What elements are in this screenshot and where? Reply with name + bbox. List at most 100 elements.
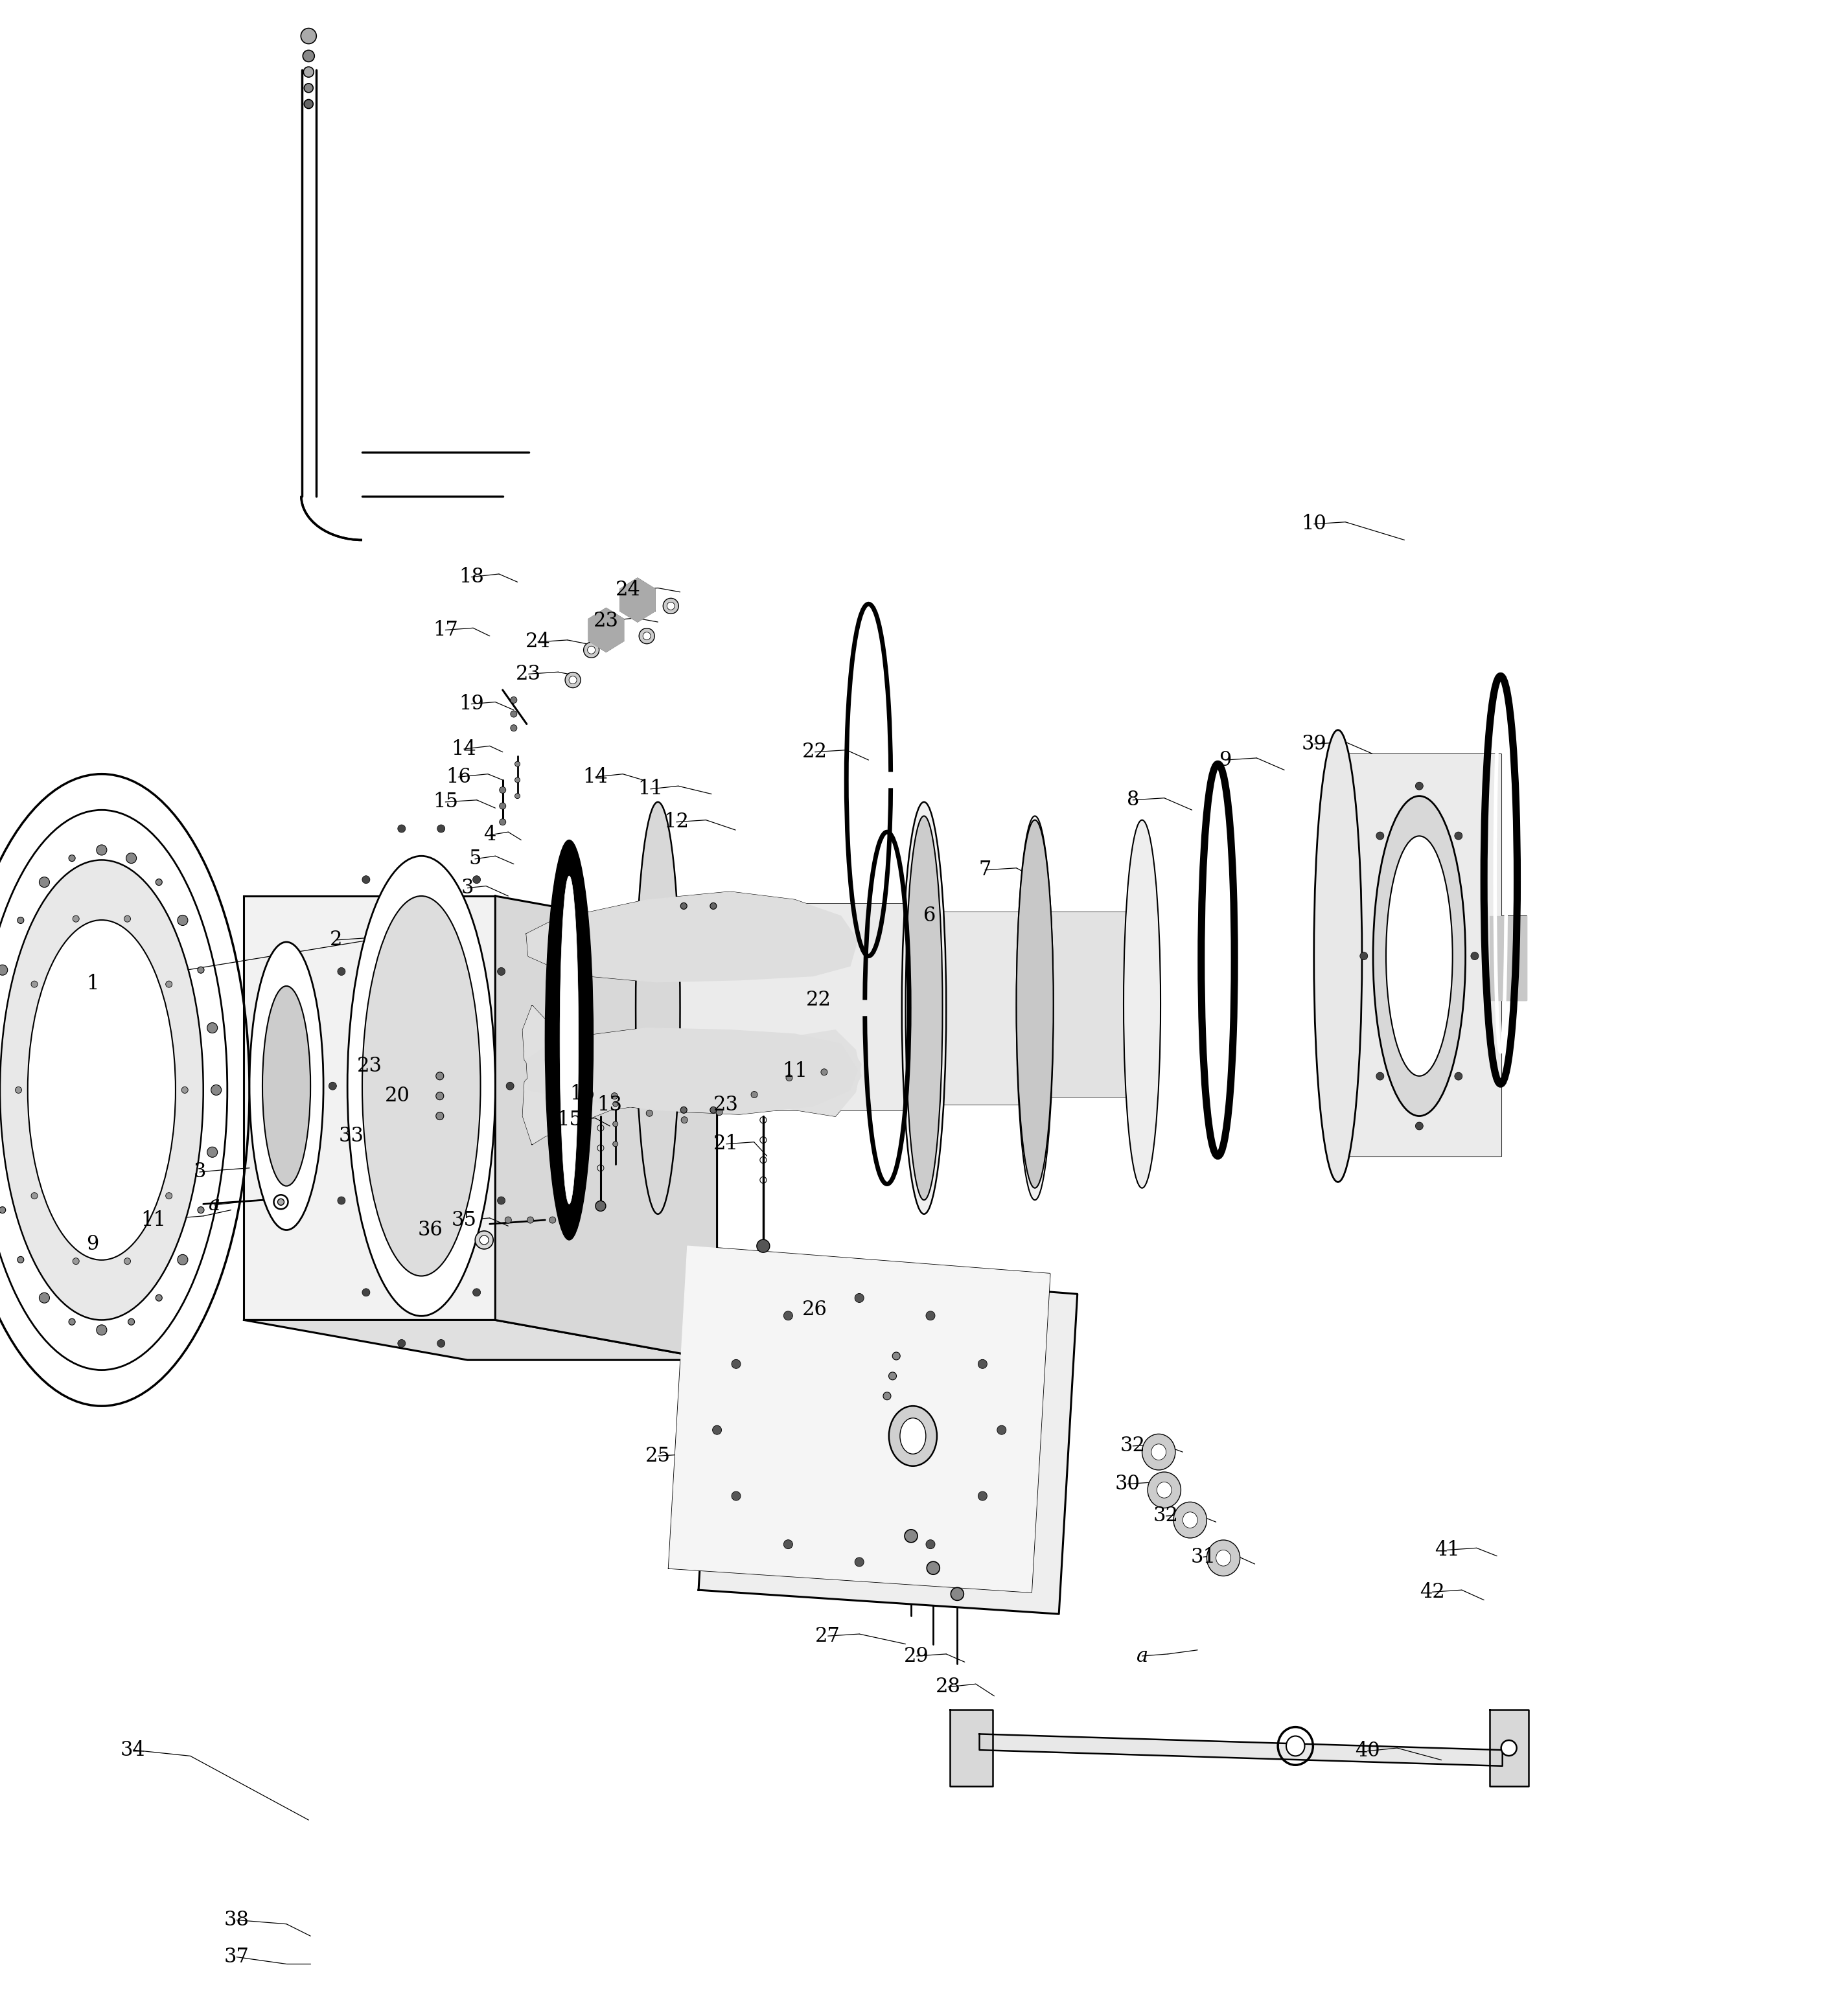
Circle shape [128, 1318, 135, 1326]
Circle shape [338, 968, 346, 976]
Text: 28: 28 [935, 1676, 961, 1698]
Circle shape [784, 1312, 793, 1320]
Circle shape [155, 1294, 163, 1302]
Circle shape [506, 1082, 514, 1090]
Circle shape [473, 876, 480, 884]
Text: 7: 7 [979, 860, 991, 880]
Circle shape [499, 802, 506, 810]
Polygon shape [924, 912, 1035, 1104]
Circle shape [39, 876, 50, 888]
Circle shape [362, 876, 370, 884]
Circle shape [680, 1106, 687, 1114]
Ellipse shape [1216, 1550, 1231, 1566]
Text: 15: 15 [556, 1110, 582, 1130]
Text: 14: 14 [451, 738, 477, 760]
Circle shape [510, 724, 517, 732]
Circle shape [480, 1236, 488, 1244]
Text: 33: 33 [338, 1126, 364, 1146]
Circle shape [978, 1492, 987, 1500]
Ellipse shape [0, 860, 203, 1320]
Text: 34: 34 [120, 1740, 146, 1760]
Text: 25: 25 [645, 1446, 671, 1466]
Text: 24: 24 [525, 632, 551, 652]
Circle shape [473, 1288, 480, 1296]
Text: a: a [209, 1194, 220, 1216]
Text: 13: 13 [597, 1094, 623, 1116]
Circle shape [436, 1072, 444, 1080]
Circle shape [166, 1192, 172, 1200]
Text: 20: 20 [384, 1086, 410, 1106]
Text: 14: 14 [582, 766, 608, 788]
Circle shape [639, 628, 654, 644]
Circle shape [904, 1530, 918, 1542]
Circle shape [667, 602, 675, 610]
Ellipse shape [1016, 816, 1053, 1200]
Ellipse shape [1124, 820, 1161, 1188]
Circle shape [362, 1288, 370, 1296]
Circle shape [15, 1086, 22, 1094]
Text: 21: 21 [713, 1134, 739, 1154]
Circle shape [732, 1360, 741, 1368]
Circle shape [497, 968, 505, 976]
Text: 11: 11 [782, 1060, 808, 1082]
Circle shape [305, 84, 312, 92]
Text: 40: 40 [1355, 1740, 1380, 1762]
Circle shape [588, 646, 595, 654]
Circle shape [181, 1086, 188, 1094]
Ellipse shape [1286, 1736, 1305, 1756]
Circle shape [96, 844, 107, 856]
Circle shape [436, 1092, 444, 1100]
Circle shape [1416, 1122, 1423, 1130]
Circle shape [124, 1258, 131, 1264]
Text: 11: 11 [638, 778, 663, 800]
Polygon shape [1489, 916, 1526, 1000]
Circle shape [72, 1258, 79, 1264]
Circle shape [31, 1192, 37, 1200]
Circle shape [155, 878, 163, 886]
Circle shape [713, 1426, 721, 1434]
Polygon shape [523, 1030, 861, 1144]
Circle shape [549, 1216, 556, 1224]
Text: 31: 31 [1190, 1546, 1216, 1568]
Text: 29: 29 [904, 1646, 930, 1666]
Circle shape [499, 818, 506, 826]
Polygon shape [523, 1006, 861, 1112]
Circle shape [614, 1142, 617, 1146]
Text: 22: 22 [802, 742, 828, 762]
Polygon shape [1489, 1710, 1528, 1786]
Circle shape [856, 1558, 863, 1566]
Circle shape [499, 786, 506, 794]
Circle shape [177, 1254, 188, 1264]
Circle shape [438, 1340, 445, 1348]
Circle shape [710, 1106, 717, 1114]
Polygon shape [244, 1320, 717, 1360]
Text: 2: 2 [331, 930, 342, 950]
Circle shape [565, 672, 580, 688]
Circle shape [612, 1092, 617, 1100]
Text: 16: 16 [445, 766, 471, 788]
Circle shape [277, 1198, 285, 1206]
Ellipse shape [889, 1406, 937, 1466]
Ellipse shape [1373, 796, 1465, 1116]
Circle shape [680, 902, 687, 910]
Circle shape [516, 778, 519, 782]
Circle shape [475, 1230, 493, 1250]
Ellipse shape [28, 920, 176, 1260]
Circle shape [510, 696, 517, 704]
Circle shape [31, 980, 37, 988]
Text: 9: 9 [1220, 750, 1231, 770]
Text: 32: 32 [1120, 1436, 1146, 1456]
Circle shape [505, 1216, 512, 1224]
Circle shape [68, 1318, 76, 1326]
Text: 38: 38 [224, 1910, 249, 1930]
Ellipse shape [1207, 1540, 1240, 1576]
Text: 27: 27 [815, 1626, 841, 1646]
Text: 16: 16 [569, 1084, 595, 1104]
Text: 6: 6 [924, 906, 935, 926]
Text: 23: 23 [357, 1056, 383, 1076]
Circle shape [303, 50, 314, 62]
Circle shape [397, 1340, 405, 1348]
Circle shape [926, 1540, 935, 1548]
Polygon shape [1338, 754, 1501, 1156]
Text: 32: 32 [1153, 1506, 1179, 1526]
